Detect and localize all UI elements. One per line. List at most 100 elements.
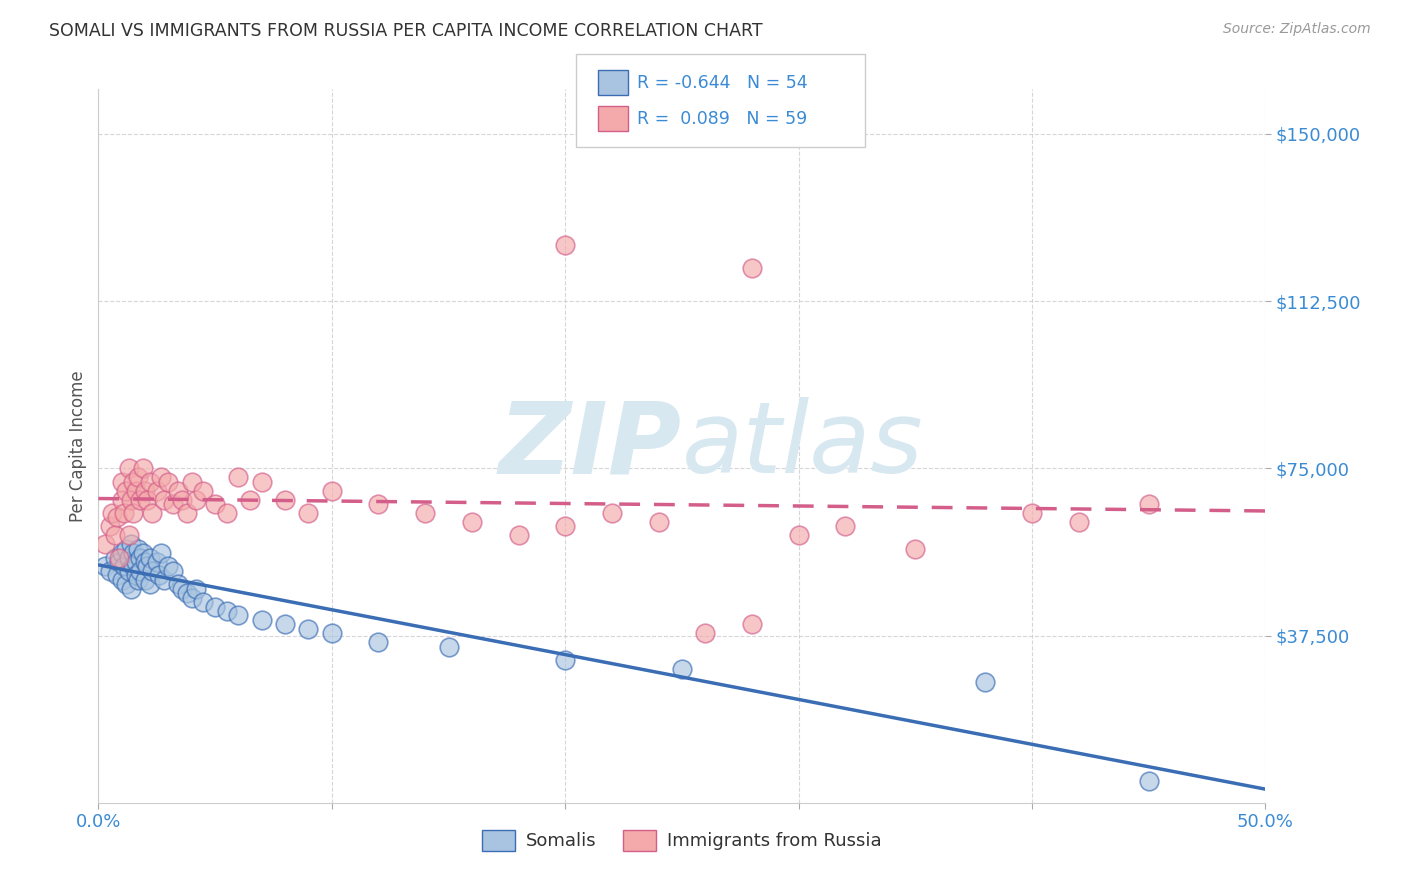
Point [695,626,717,640]
Point [274,492,297,507]
Point [122,506,145,520]
Point [108,555,131,569]
Point [508,528,530,542]
Point [741,617,763,632]
Point [125,555,148,569]
Point [132,461,155,475]
Text: R = -0.644   N = 54: R = -0.644 N = 54 [637,74,807,92]
Point [115,483,138,498]
Point [104,550,127,565]
Point [115,541,138,556]
Point [974,675,997,690]
Point [94,559,117,574]
Point [129,492,152,507]
Point [204,599,226,614]
Point [111,475,134,489]
Point [166,577,188,591]
Point [321,483,343,498]
Point [108,550,131,565]
Point [1137,773,1160,788]
Point [367,635,389,649]
Point [118,550,141,565]
Point [180,475,202,489]
Point [152,573,174,587]
Legend: Somalis, Immigrants from Russia: Somalis, Immigrants from Russia [475,822,889,858]
Point [104,528,127,542]
Point [1021,506,1043,520]
Point [204,497,226,511]
Point [111,546,134,560]
Point [671,662,693,676]
Point [461,515,484,529]
Point [554,653,576,667]
Point [139,475,162,489]
Point [1067,515,1090,529]
Point [554,519,576,533]
Point [297,506,319,520]
Text: SOMALI VS IMMIGRANTS FROM RUSSIA PER CAPITA INCOME CORRELATION CHART: SOMALI VS IMMIGRANTS FROM RUSSIA PER CAP… [49,22,763,40]
Point [215,506,238,520]
Point [176,506,198,520]
Point [172,582,194,596]
Point [127,573,149,587]
Point [250,613,273,627]
Point [122,559,145,574]
Point [134,483,156,498]
Point [141,506,163,520]
Point [250,475,273,489]
Point [600,506,623,520]
Point [413,506,436,520]
Point [176,586,198,600]
Point [162,497,184,511]
Point [122,475,145,489]
Point [297,622,319,636]
Point [120,582,142,596]
Point [162,564,184,578]
Point [105,510,128,524]
Point [172,492,194,507]
Point [152,492,174,507]
Point [1137,497,1160,511]
Point [125,568,148,582]
Point [112,559,135,574]
Text: R =  0.089   N = 59: R = 0.089 N = 59 [637,110,807,128]
Point [166,483,188,498]
Point [132,546,155,560]
Point [186,492,208,507]
Point [94,537,117,551]
Text: atlas: atlas [682,398,924,494]
Point [215,604,238,618]
Point [125,483,148,498]
Point [193,595,215,609]
Point [139,550,162,565]
Point [148,568,170,582]
Point [554,238,576,252]
Point [228,608,250,623]
Point [120,537,142,551]
Point [98,519,121,533]
Point [239,492,262,507]
Point [150,470,173,484]
Point [139,577,162,591]
Point [904,541,927,556]
Point [157,559,180,574]
Point [129,550,152,565]
Point [134,573,156,587]
Point [367,497,389,511]
Point [122,546,145,560]
Point [111,573,134,587]
Point [118,528,141,542]
Point [647,515,669,529]
Point [136,492,159,507]
Point [141,564,163,578]
Point [98,564,121,578]
Point [127,470,149,484]
Point [437,640,460,654]
Point [228,470,250,484]
Point [127,541,149,556]
Point [134,555,156,569]
Point [146,555,169,569]
Point [741,260,763,275]
Point [186,582,208,596]
Point [321,626,343,640]
